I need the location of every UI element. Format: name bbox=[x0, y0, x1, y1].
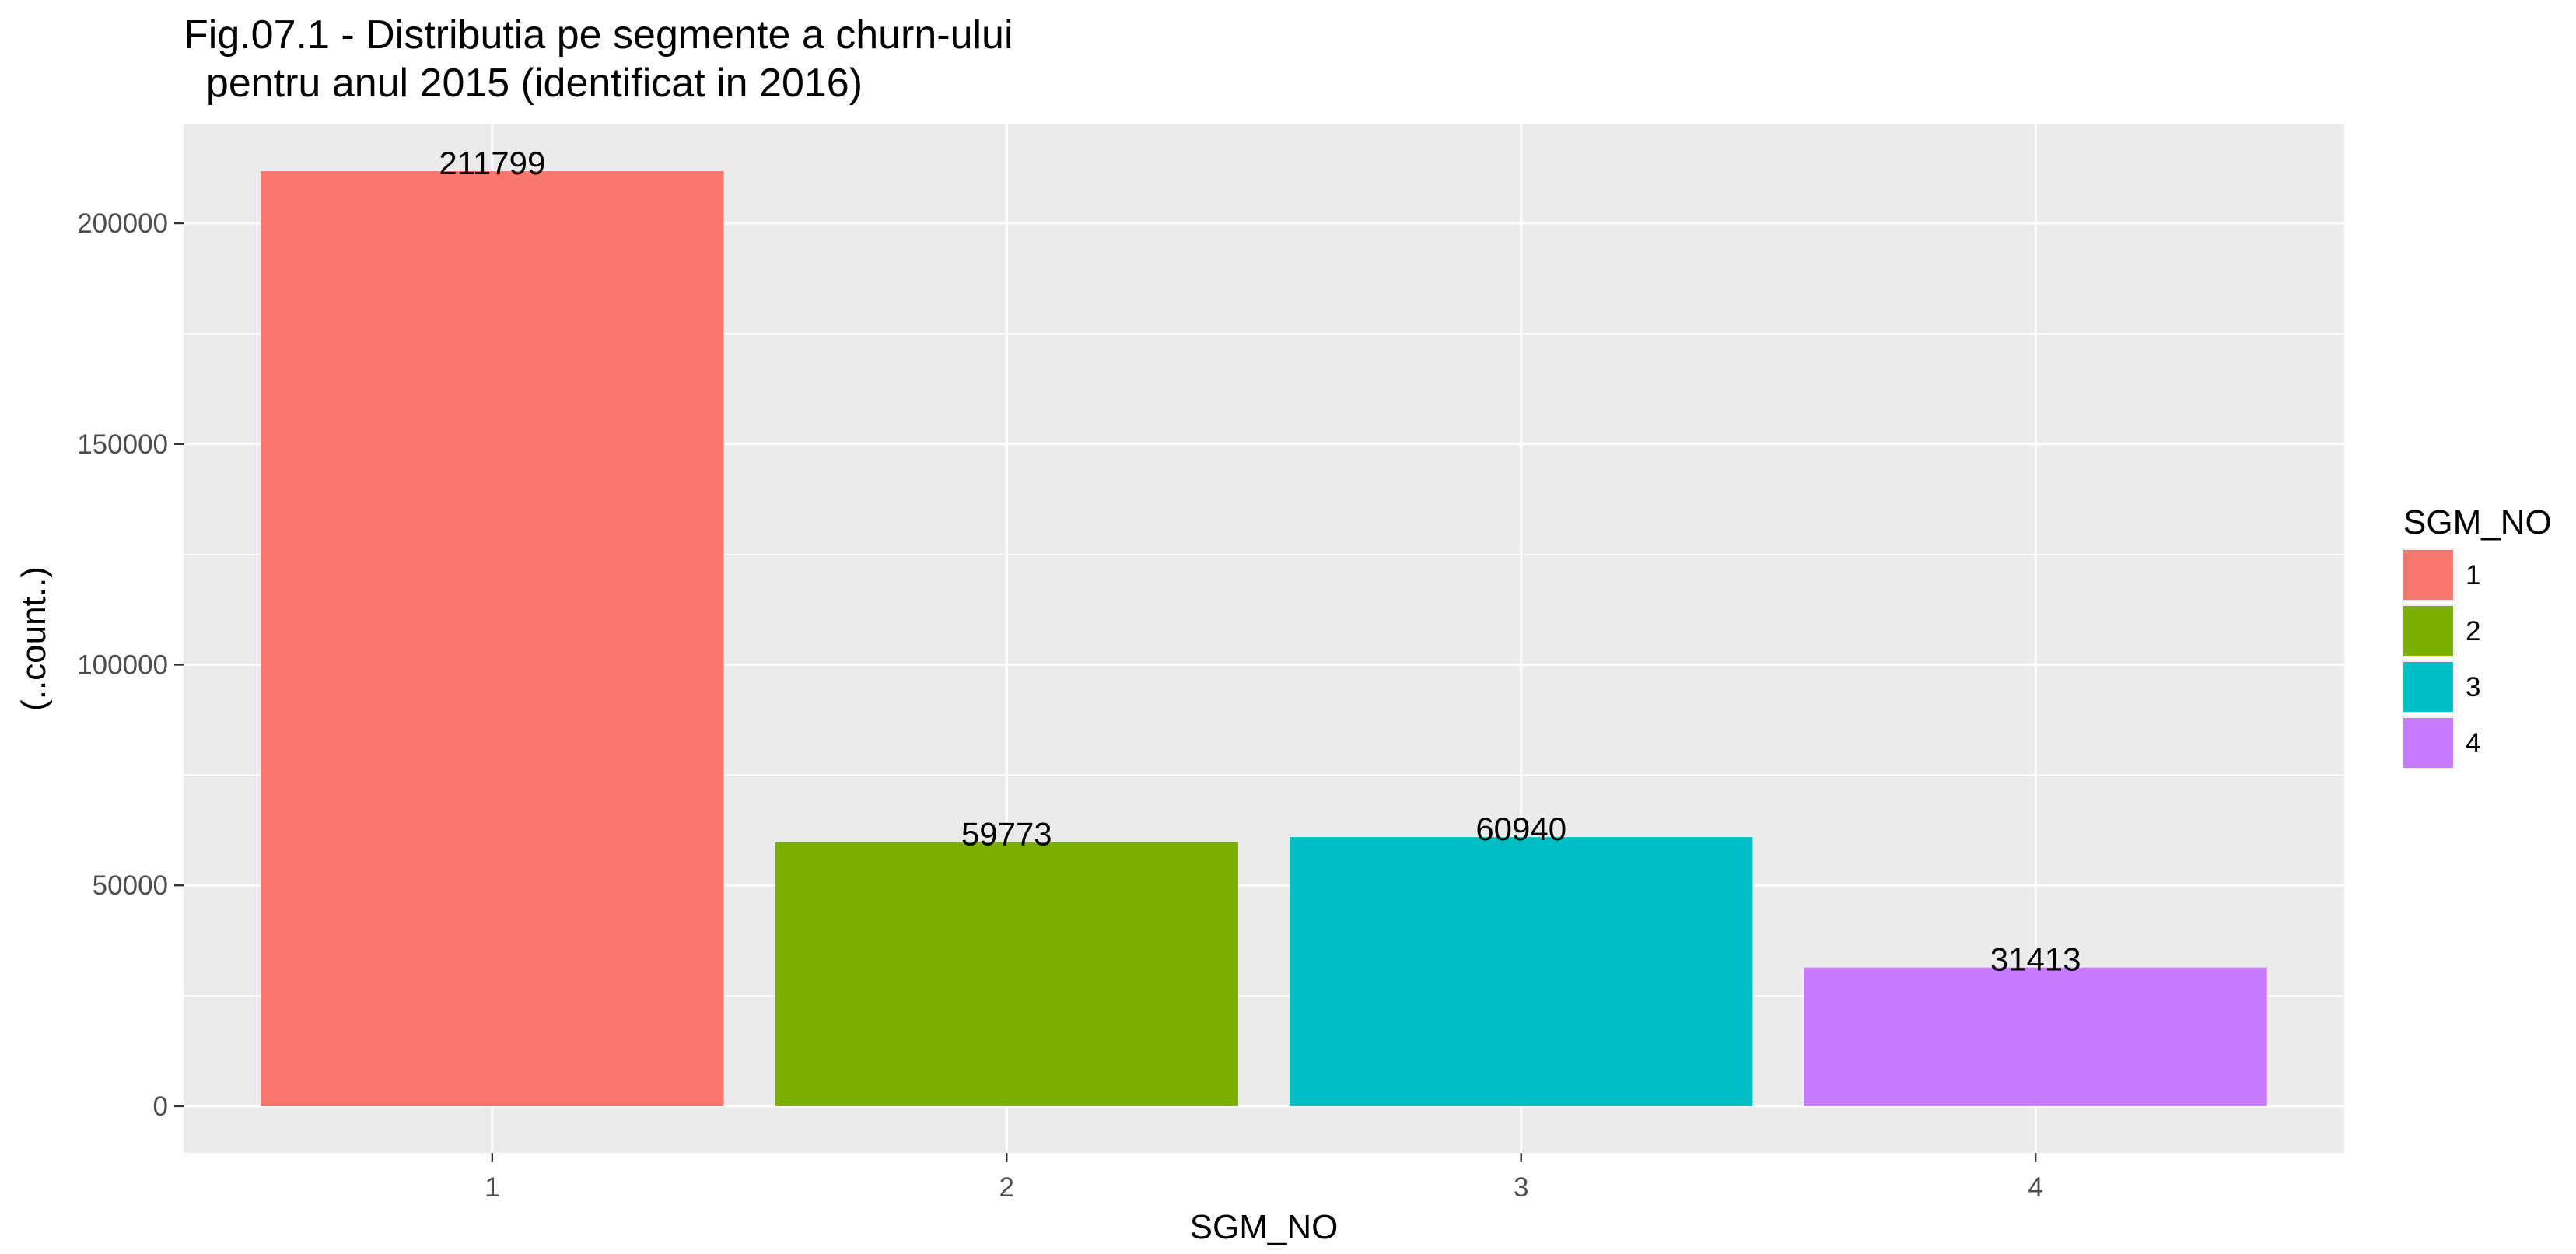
x-axis: 1 2 3 4 bbox=[485, 1153, 2043, 1203]
x-tick-label: 1 bbox=[485, 1172, 499, 1203]
bar-segment-1 bbox=[261, 171, 724, 1106]
bar-value-labels: 211799 59773 60940 31413 bbox=[439, 145, 2081, 978]
x-tick-label: 3 bbox=[1514, 1172, 1528, 1203]
legend-label-1: 1 bbox=[2466, 560, 2480, 590]
legend-label-2: 2 bbox=[2466, 616, 2480, 646]
legend-key-swatch-3 bbox=[2403, 662, 2453, 712]
bar-segment-3 bbox=[1290, 837, 1753, 1106]
bar-segment-4 bbox=[1804, 967, 2267, 1106]
y-tick-label: 50000 bbox=[93, 870, 168, 901]
bar-value-label: 60940 bbox=[1475, 811, 1566, 847]
chart-title-line-2: pentru anul 2015 (identificat in 2016) bbox=[184, 61, 863, 106]
chart-title-line-1: Fig.07.1 - Distributia pe segmente a chu… bbox=[184, 12, 1013, 58]
legend-key-swatch-2 bbox=[2403, 606, 2453, 656]
legend-label-4: 4 bbox=[2466, 728, 2480, 758]
y-tick-label: 200000 bbox=[77, 208, 168, 239]
bar-value-label: 211799 bbox=[439, 145, 545, 181]
bars bbox=[261, 171, 2267, 1106]
chart-title: Fig.07.1 - Distributia pe segmente a chu… bbox=[184, 12, 1013, 106]
y-tick-label: 150000 bbox=[77, 429, 168, 460]
legend-key-swatch-4 bbox=[2403, 718, 2453, 768]
legend: SGM_NO 1 2 3 4 bbox=[2402, 503, 2552, 769]
y-axis-title: (..count..) bbox=[15, 566, 53, 711]
bar-segment-2 bbox=[775, 842, 1238, 1106]
x-axis-title: SGM_NO bbox=[1190, 1208, 1339, 1246]
bar-value-label: 31413 bbox=[1990, 941, 2081, 978]
y-tick-label: 100000 bbox=[77, 650, 168, 680]
bar-value-label: 59773 bbox=[961, 816, 1052, 853]
x-tick-label: 4 bbox=[2028, 1172, 2042, 1203]
y-axis: 0 50000 100000 150000 200000 bbox=[77, 208, 184, 1122]
x-tick-label: 2 bbox=[999, 1172, 1014, 1203]
y-tick-label: 0 bbox=[153, 1091, 168, 1122]
legend-title: SGM_NO bbox=[2403, 503, 2552, 541]
legend-key-swatch-1 bbox=[2403, 550, 2453, 600]
legend-label-3: 3 bbox=[2466, 672, 2480, 702]
